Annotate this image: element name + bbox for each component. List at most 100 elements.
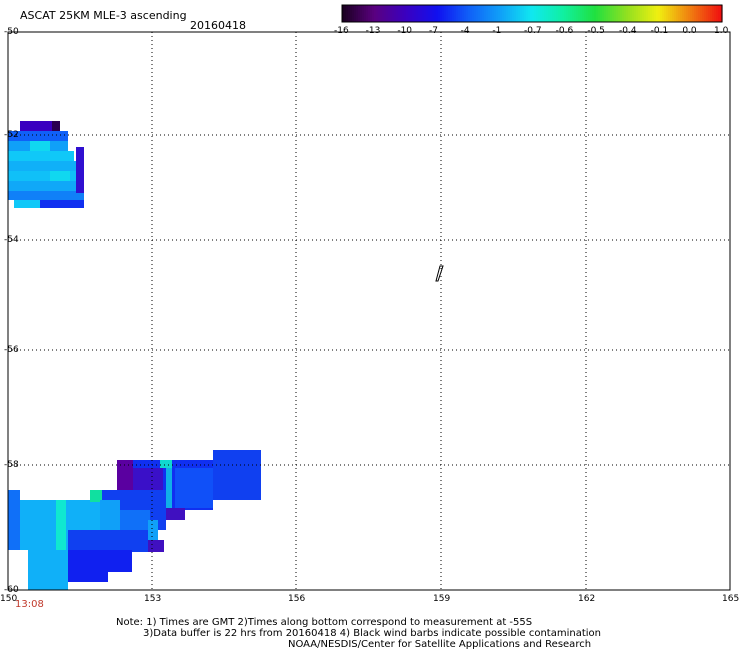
colorbar-swatch: [624, 5, 627, 22]
colorbar-swatch: [514, 5, 517, 22]
colorbar-swatch: [452, 5, 455, 22]
colorbar-swatch: [660, 5, 663, 22]
colorbar-swatch: [568, 5, 571, 22]
colorbar-swatch: [622, 5, 625, 22]
colorbar-swatch: [572, 5, 575, 22]
colorbar-swatch: [394, 5, 397, 22]
colorbar-swatch: [552, 5, 555, 22]
colorbar-swatch: [690, 5, 693, 22]
colorbar-swatch: [348, 5, 351, 22]
colorbar-swatch: [404, 5, 407, 22]
colorbar-swatch: [704, 5, 707, 22]
latitude-label: -50: [4, 27, 19, 37]
data-cell: [68, 530, 148, 552]
colorbar-swatch: [546, 5, 549, 22]
colorbar-swatch: [416, 5, 419, 22]
colorbar-swatch: [342, 5, 345, 22]
data-cell: [40, 200, 84, 208]
colorbar-swatch: [522, 5, 525, 22]
colorbar-swatch: [682, 5, 685, 22]
colorbar-swatch: [470, 5, 473, 22]
colorbar-tick-label: -7: [429, 26, 438, 36]
colorbar-swatch: [696, 5, 699, 22]
colorbar-swatch: [538, 5, 541, 22]
colorbar-swatch: [428, 5, 431, 22]
data-cell: [50, 171, 70, 181]
wind-barb-icon: [435, 265, 444, 282]
colorbar-swatch: [632, 5, 635, 22]
colorbar-swatch: [346, 5, 349, 22]
data-cell: [8, 171, 84, 181]
colorbar-swatch: [662, 5, 665, 22]
colorbar-swatch: [652, 5, 655, 22]
colorbar-tick-label: 0.0: [682, 26, 697, 36]
latitude-label: -56: [4, 345, 19, 355]
colorbar-swatch: [714, 5, 717, 22]
colorbar-swatch: [604, 5, 607, 22]
colorbar-swatch: [410, 5, 413, 22]
colorbar-swatch: [502, 5, 505, 22]
colorbar-swatch: [448, 5, 451, 22]
colorbar-swatch: [480, 5, 483, 22]
colorbar-swatch: [676, 5, 679, 22]
longitude-label: 150: [0, 594, 18, 604]
data-cell: [90, 490, 102, 502]
data-cell: [8, 161, 78, 171]
colorbar-swatch: [424, 5, 427, 22]
colorbar-swatch: [374, 5, 377, 22]
colorbar-tick-label: -1: [492, 26, 502, 36]
colorbar-swatch: [628, 5, 631, 22]
colorbar-swatch: [532, 5, 535, 22]
colorbar-swatch: [642, 5, 645, 22]
colorbar-swatch: [500, 5, 503, 22]
colorbar-swatch: [520, 5, 523, 22]
colorbar-swatch: [674, 5, 677, 22]
colorbar-swatch: [536, 5, 539, 22]
colorbar-swatch: [380, 5, 383, 22]
colorbar-swatch: [720, 5, 723, 22]
latitude-label: -60: [4, 585, 19, 595]
data-cell: [160, 460, 172, 468]
colorbar-swatch: [368, 5, 371, 22]
colorbar-swatch: [398, 5, 401, 22]
colorbar-swatch: [650, 5, 653, 22]
data-cell: [30, 141, 50, 151]
colorbar-swatch: [506, 5, 509, 22]
colorbar-tick-label: 1.0: [714, 26, 729, 36]
colorbar-swatch: [456, 5, 459, 22]
colorbar-swatch: [588, 5, 591, 22]
colorbar-swatch: [518, 5, 521, 22]
colorbar-swatch: [620, 5, 623, 22]
colorbar-tick-label: -10: [397, 26, 413, 36]
colorbar-swatch: [356, 5, 359, 22]
colorbar-swatch: [454, 5, 457, 22]
colorbar-swatch: [414, 5, 417, 22]
swath-cluster-north: [8, 121, 84, 208]
colorbar-swatch: [362, 5, 365, 22]
colorbar-swatch: [392, 5, 395, 22]
colorbar-swatch: [528, 5, 531, 22]
colorbar-swatch: [444, 5, 447, 22]
colorbar-swatch: [566, 5, 569, 22]
note-line-2: 3)Data buffer is 22 hrs from 20160418 4)…: [143, 628, 601, 639]
colorbar-tick-label: -16: [334, 26, 349, 36]
colorbar-swatch: [574, 5, 577, 22]
colorbar-swatch: [616, 5, 619, 22]
colorbar-swatch: [578, 5, 581, 22]
colorbar-swatch: [354, 5, 357, 22]
colorbar-tick-label: -13: [365, 26, 381, 36]
colorbar-swatch: [440, 5, 443, 22]
longitude-label: 159: [433, 594, 451, 604]
colorbar-swatch: [530, 5, 533, 22]
colorbar-swatch: [596, 5, 599, 22]
colorbar-swatch: [422, 5, 425, 22]
colorbar-swatch: [640, 5, 643, 22]
colorbar-tick-label: -0.7: [524, 26, 542, 36]
colorbar-swatch: [352, 5, 355, 22]
note-line-1: Note: 1) Times are GMT 2)Times along bot…: [116, 617, 533, 628]
colorbar-swatch: [408, 5, 411, 22]
colorbar-swatch: [656, 5, 659, 22]
colorbar-swatch: [492, 5, 495, 22]
product-title: ASCAT 25KM MLE-3 ascending: [20, 9, 187, 22]
colorbar-swatch: [544, 5, 547, 22]
